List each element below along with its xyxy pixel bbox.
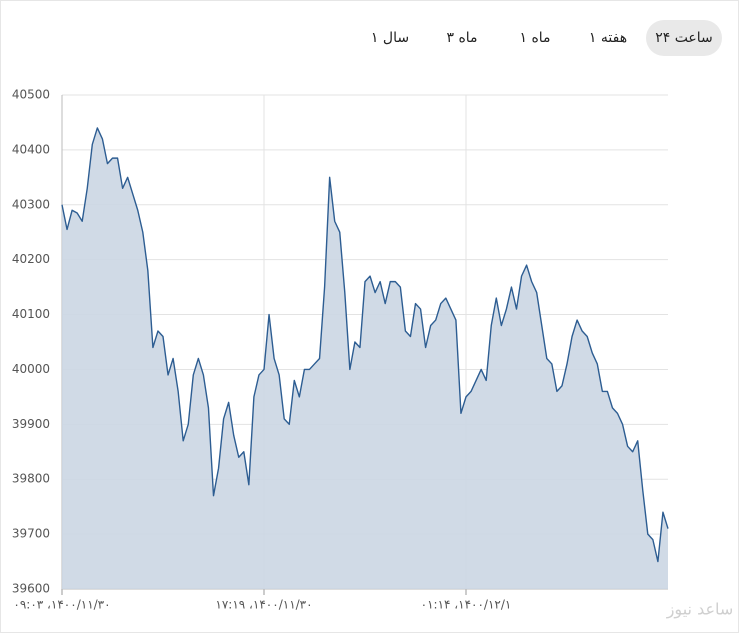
tab[interactable]: ۱ هفته: [589, 30, 627, 46]
x-tick-label: ۱۷:۱۹ ،۱۴۰۰/۱۱/۳۰: [215, 598, 312, 612]
y-tick-label: 40500: [12, 88, 50, 102]
area-fill: [62, 127, 668, 589]
tab[interactable]: ۳ ماه: [446, 30, 477, 46]
tab[interactable]: ۱ ماه: [519, 30, 550, 46]
y-tick-label: 39900: [12, 417, 50, 431]
tab[interactable]: ۱ سال: [371, 30, 409, 46]
x-tick-label: ۰۹:۰۳ ،۱۴۰۰/۱۱/۳۰: [13, 598, 110, 612]
y-tick-label: 40300: [12, 197, 50, 211]
y-tick-label: 40100: [12, 307, 50, 321]
x-tick-label: ۰۱:۱۴ ،۱۴۰۰/۱۲/۱: [421, 598, 512, 612]
y-tick-label: 39700: [12, 527, 50, 541]
y-tick-label: 40000: [12, 362, 50, 376]
y-tick-label: 39800: [12, 472, 50, 486]
watermark: ساعد نیوز: [666, 600, 734, 620]
line: [61, 127, 669, 563]
tab[interactable]: ۲۴ ساعت: [655, 30, 713, 46]
tab-selected-bg: [646, 20, 722, 56]
y-tick-label: 40200: [12, 252, 50, 266]
y-tick-label: 40400: [12, 142, 50, 156]
y-tick-label: 39600: [12, 582, 50, 596]
